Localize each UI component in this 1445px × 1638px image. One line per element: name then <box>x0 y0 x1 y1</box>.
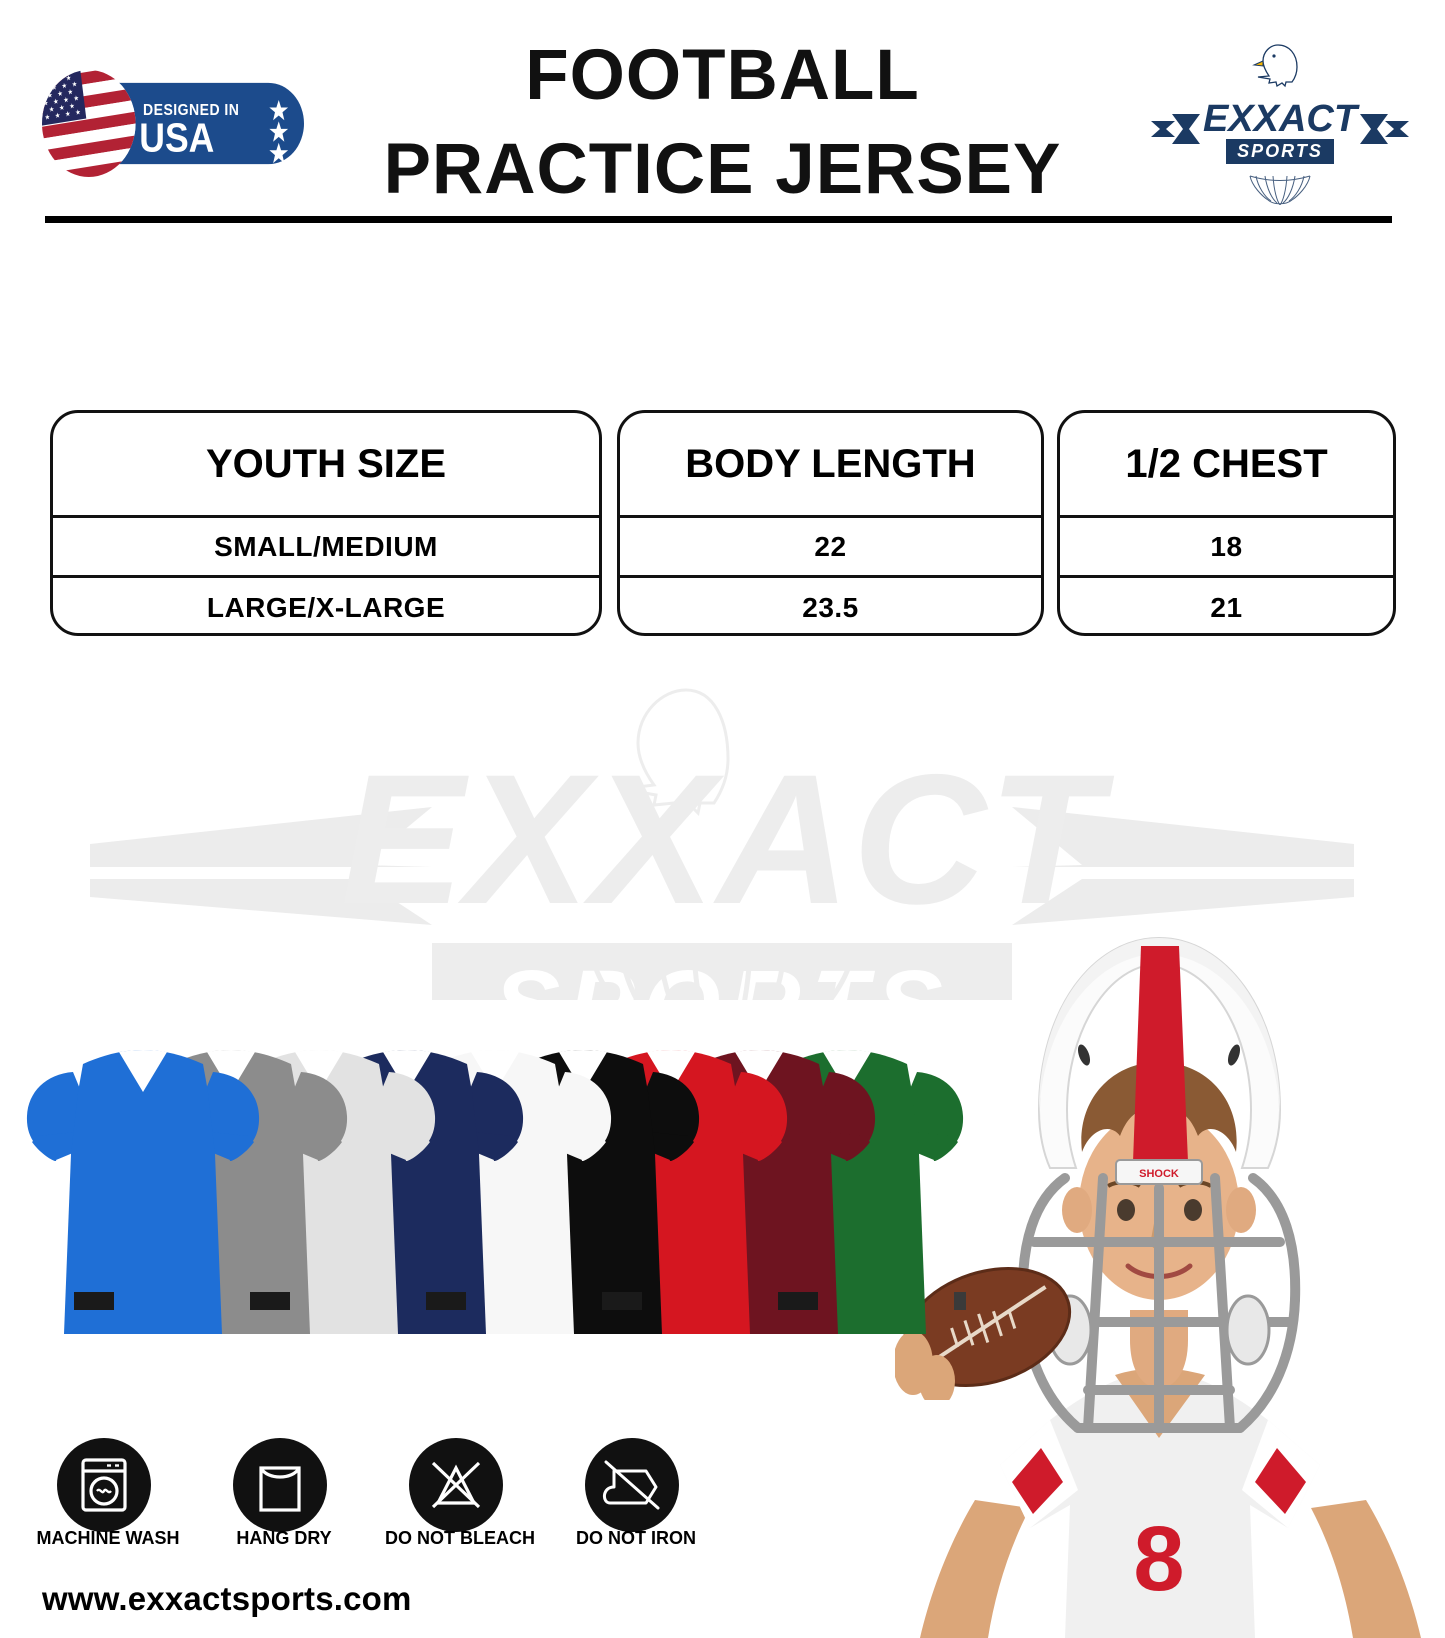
svg-text:SHOCK: SHOCK <box>1139 1168 1179 1180</box>
svg-text:8: 8 <box>1133 1508 1184 1610</box>
svg-text:EXXACT: EXXACT <box>1203 98 1360 140</box>
svg-text:SPORTS: SPORTS <box>1237 141 1323 161</box>
svg-text:SPORTS: SPORTS <box>493 950 950 1000</box>
